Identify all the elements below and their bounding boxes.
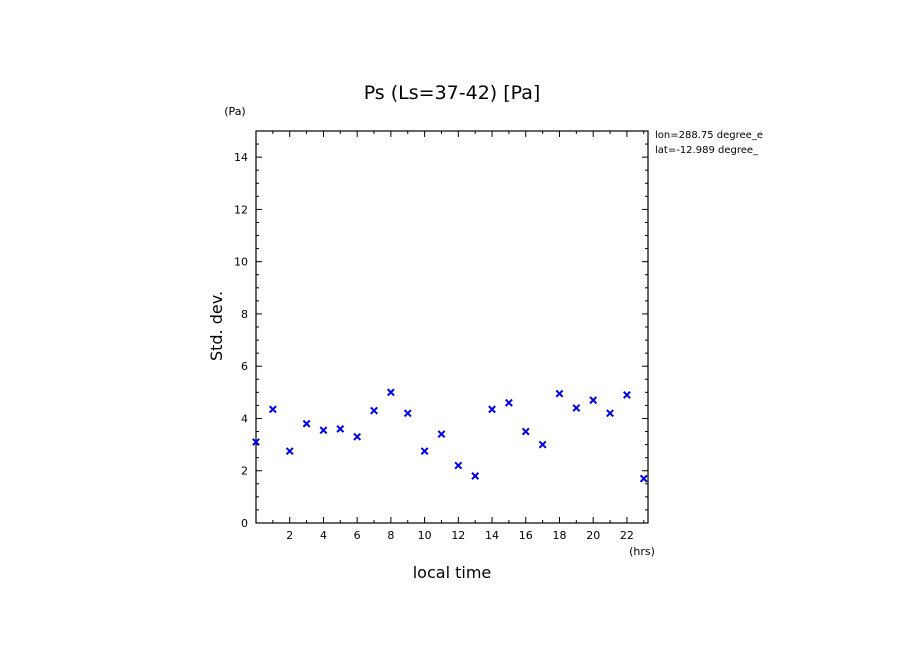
y-tick-label: 2 [241,465,248,478]
data-point [623,391,631,399]
y-tick-label: 14 [234,151,248,164]
data-point [403,409,412,418]
x-tick-labels: 2 4 6 8 10 12 14 16 18 20 22 [286,529,634,542]
x-tick-label: 8 [387,529,394,542]
data-point [386,388,395,397]
x-tick-label: 14 [485,529,499,542]
x-unit-label: (hrs) [629,545,655,558]
data-point [252,438,260,446]
data-point [454,461,463,470]
data-points [252,388,648,483]
y-tick-label: 0 [241,517,248,530]
x-tick-label: 10 [418,529,432,542]
y-axis-label: Std. dev. [207,291,226,361]
axis-ticks [256,131,648,523]
data-point [572,404,581,412]
data-point [370,406,378,415]
data-point [437,430,446,439]
x-tick-label: 4 [320,529,327,542]
y-tick-labels: 0 2 4 6 8 10 12 14 [234,151,248,530]
annotation-lon: lon=288.75 degree_e [655,130,763,141]
y-tick-label: 12 [234,203,248,216]
data-point [488,405,496,414]
data-point [639,474,648,483]
data-point [606,409,614,418]
x-tick-label: 18 [552,529,566,542]
y-tick-label: 10 [234,256,248,269]
data-point [420,447,429,456]
data-point [302,419,311,428]
x-axis-label: local time [413,563,492,582]
x-tick-label: 2 [286,529,293,542]
data-point [285,447,294,456]
x-tick-label: 6 [354,529,361,542]
y-tick-label: 8 [241,308,248,321]
data-point [538,440,547,449]
y-unit-label: (Pa) [224,105,245,118]
annotation-lat: lat=-12.989 degree_ [655,145,759,156]
data-point [319,426,328,435]
data-point [353,432,362,441]
chart-title: Ps (Ls=37-42) [Pa] [364,82,541,104]
data-point [521,427,530,436]
data-point [555,389,564,398]
x-tick-label: 20 [586,529,600,542]
data-point [504,398,513,407]
x-tick-label: 16 [519,529,533,542]
x-tick-label: 12 [451,529,465,542]
y-tick-label: 4 [241,412,248,425]
x-tick-label: 22 [620,529,634,542]
y-tick-label: 6 [241,360,248,373]
plot-frame [255,130,649,524]
data-point [268,405,277,414]
data-point [589,396,598,405]
data-point [471,472,480,480]
data-point [336,425,345,433]
